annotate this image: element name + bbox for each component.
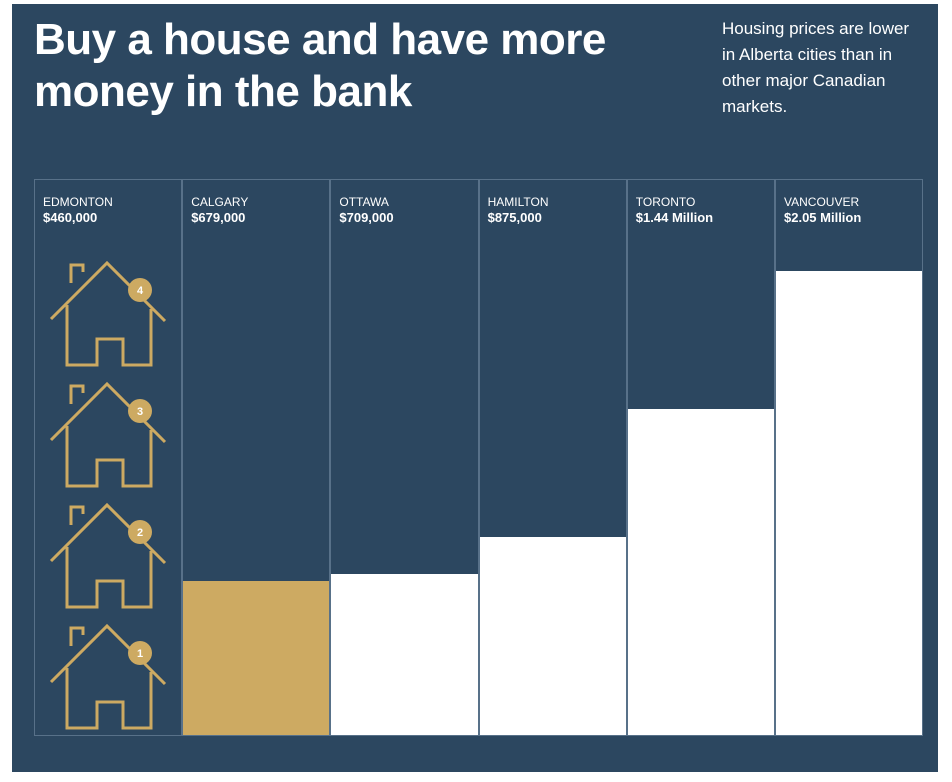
price-label: $460,000 xyxy=(43,210,98,225)
bar-toronto xyxy=(627,408,774,735)
price-label: $2.05 Million xyxy=(784,210,862,225)
city-label: TORONTO xyxy=(635,195,696,209)
bar-hamilton xyxy=(479,536,626,735)
houses-illustration: 4 3 2 1 xyxy=(49,260,167,730)
column-label: CALGARY $679,000 xyxy=(191,195,248,225)
bar-ottawa xyxy=(331,574,478,735)
house-outline-icon: 1 xyxy=(49,623,167,730)
column-toronto: TORONTO $1.44 Million xyxy=(626,179,775,736)
chart-title: Buy a house and have more money in the b… xyxy=(34,15,606,116)
column-label: VANCOUVER $2.05 Million xyxy=(784,195,861,225)
bar-chart: EDMONTON $460,000 4 3 2 1 CALGARY $679,000 OTTAW… xyxy=(34,179,924,736)
column-vancouver: VANCOUVER $2.05 Million xyxy=(775,179,924,736)
column-label: OTTAWA $709,000 xyxy=(339,195,393,225)
column-ottawa: OTTAWA $709,000 xyxy=(330,179,479,736)
column-calgary: CALGARY $679,000 xyxy=(182,179,331,736)
house-outline-icon: 2 xyxy=(49,502,167,609)
price-label: $1.44 Million xyxy=(635,210,714,225)
city-label: OTTAWA xyxy=(339,195,389,209)
column-label: HAMILTON $875,000 xyxy=(488,195,549,225)
city-label: HAMILTON xyxy=(487,195,549,209)
column-edmonton: EDMONTON $460,000 4 3 2 1 xyxy=(34,179,183,736)
city-label: VANCOUVER xyxy=(784,195,860,209)
price-label: $679,000 xyxy=(191,210,246,225)
house-outline-icon: 3 xyxy=(49,381,167,488)
house-badge-number: 4 xyxy=(137,285,144,297)
price-label: $709,000 xyxy=(339,210,394,225)
city-label: CALGARY xyxy=(191,195,249,209)
price-label: $875,000 xyxy=(487,210,542,225)
house-badge-number: 2 xyxy=(137,527,143,539)
house-badge-number: 3 xyxy=(137,406,143,418)
house-outline-icon: 4 xyxy=(49,260,167,367)
bar-calgary xyxy=(183,581,330,735)
city-label: EDMONTON xyxy=(43,195,113,209)
column-label: TORONTO $1.44 Million xyxy=(636,195,713,225)
chart-subtitle: Housing prices are lower in Alberta citi… xyxy=(722,19,910,116)
column-hamilton: HAMILTON $875,000 xyxy=(478,179,627,736)
column-label: EDMONTON $460,000 xyxy=(43,195,113,225)
bar-vancouver xyxy=(776,270,923,735)
house-badge-number: 1 xyxy=(137,648,143,660)
